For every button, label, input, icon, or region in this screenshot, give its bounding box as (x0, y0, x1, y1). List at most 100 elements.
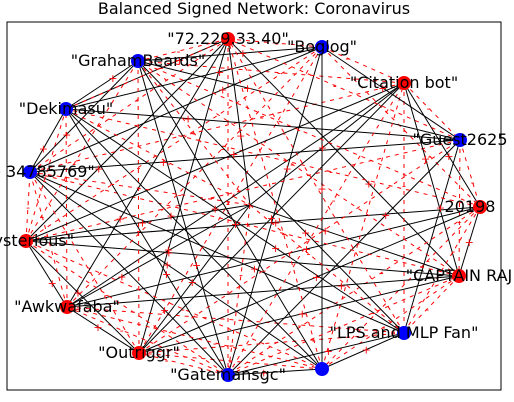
positive-sign-marker: + (421, 152, 430, 165)
positive-edge (227, 139, 461, 376)
positive-edge (321, 332, 405, 370)
positive-edge (227, 46, 323, 376)
negative-sign-marker: - (64, 174, 68, 187)
negative-sign-marker: - (165, 354, 169, 367)
negative-edge (137, 60, 251, 206)
negative-edge (65, 108, 251, 206)
positive-sign-marker: + (364, 178, 373, 191)
negative-edge (65, 108, 68, 308)
negative-edge (66, 306, 405, 334)
positive-sign-marker: + (215, 66, 224, 79)
chart-title: Balanced Signed Network: Coronavirus (98, 0, 410, 18)
node-red (397, 76, 411, 90)
node-blue (315, 362, 329, 376)
positive-edge (249, 204, 460, 277)
positive-edge (65, 108, 405, 334)
negative-sign-marker: - (402, 180, 406, 193)
negative-edge (227, 38, 323, 370)
node-label: "72.229.33.40" (167, 29, 289, 48)
negative-edge (65, 38, 229, 110)
node-red (221, 32, 235, 46)
positive-sign-marker: + (362, 344, 371, 357)
negative-sign-marker: - (333, 79, 337, 92)
node-label: "Awkwafaba" (14, 297, 120, 316)
negative-sign-marker: - (221, 142, 225, 155)
negative-edge (25, 139, 461, 242)
node-red (19, 234, 33, 248)
node-blue (397, 326, 411, 340)
negative-edge (29, 82, 405, 173)
node-red (60, 300, 74, 314)
positive-edge (25, 204, 251, 242)
negative-sign-marker: - (229, 355, 233, 368)
negative-sign-marker: - (332, 194, 336, 207)
positive-sign-marker: + (192, 259, 201, 272)
negative-sign-marker: - (201, 240, 205, 253)
positive-sign-marker: + (162, 268, 171, 281)
positive-sign-marker: + (116, 213, 125, 226)
negative-sign-marker: - (42, 174, 46, 187)
positive-edge (25, 240, 140, 354)
negative-edge (138, 352, 229, 376)
positive-sign-marker: + (312, 271, 321, 284)
negative-sign-marker: - (137, 224, 141, 237)
negative-sign-marker: - (277, 67, 281, 80)
negative-sign-marker: - (213, 337, 217, 350)
positive-sign-marker: + (175, 54, 184, 67)
positive-edge (29, 60, 139, 173)
negative-edge (227, 275, 460, 376)
positive-sign-marker: + (211, 202, 220, 215)
negative-edge (65, 108, 481, 208)
positive-sign-marker: + (188, 276, 197, 289)
negative-sign-marker: - (307, 248, 311, 261)
negative-sign-marker: - (40, 211, 44, 224)
positive-sign-marker: + (160, 304, 169, 317)
negative-edge (137, 38, 229, 62)
positive-edge (137, 60, 461, 141)
positive-edge (138, 206, 481, 354)
negative-edge (321, 46, 405, 84)
negative-edge (403, 275, 460, 334)
positive-edge (403, 82, 460, 277)
negative-edge (29, 38, 229, 173)
negative-edge (66, 306, 229, 376)
negative-sign-marker: - (239, 269, 243, 282)
negative-sign-marker: - (26, 201, 30, 214)
positive-edge (65, 108, 461, 141)
negative-edge (403, 206, 481, 334)
positive-edge (29, 139, 461, 173)
positive-edge (66, 206, 481, 308)
positive-sign-marker: + (73, 287, 82, 300)
positive-edge (66, 82, 405, 308)
negative-edge (66, 46, 323, 308)
positive-sign-marker: + (62, 128, 71, 141)
node-label: "LPS and MLP Fan" (330, 323, 479, 342)
positive-sign-marker: + (337, 279, 346, 292)
negative-sign-marker: - (425, 303, 429, 316)
negative-edge (227, 38, 323, 48)
positive-sign-marker: + (93, 321, 102, 334)
positive-edge (65, 108, 323, 370)
negative-edge (321, 275, 460, 370)
negative-sign-marker: - (105, 289, 109, 302)
negative-sign-marker: - (177, 45, 181, 58)
positive-edge (227, 38, 460, 277)
negative-sign-marker: - (356, 237, 360, 250)
positive-edge (249, 82, 405, 206)
positive-edge (138, 38, 229, 354)
positive-sign-marker: + (324, 345, 333, 358)
negative-sign-marker: - (136, 161, 140, 174)
positive-sign-marker: + (94, 162, 103, 175)
positive-edge (65, 108, 229, 376)
positive-sign-marker: + (271, 242, 280, 255)
negative-edge (321, 46, 481, 208)
negative-sign-marker: - (471, 176, 475, 189)
positive-edge (138, 275, 460, 354)
positive-sign-marker: + (48, 277, 57, 290)
positive-edge (29, 171, 229, 376)
positive-edge (137, 60, 405, 334)
positive-edge (66, 275, 460, 308)
node-red (452, 269, 466, 283)
